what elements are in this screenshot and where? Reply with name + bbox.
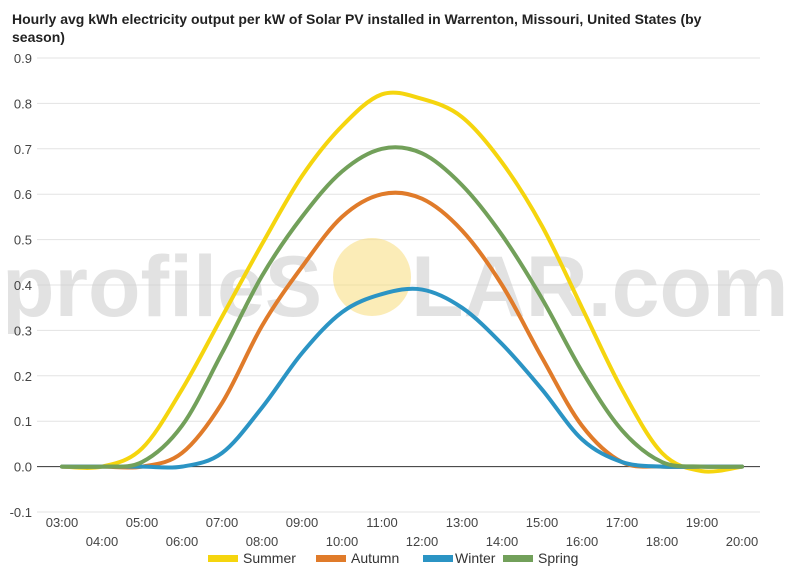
watermark-sun-icon <box>333 238 411 316</box>
legend-swatch-summer <box>208 555 238 562</box>
legend-swatch-winter <box>423 555 453 562</box>
watermark-text-right: LAR.com <box>411 239 788 335</box>
legend-swatch-autumn <box>316 555 346 562</box>
x-tick-label: 04:00 <box>86 534 119 549</box>
x-tick-label: 14:00 <box>486 534 519 549</box>
legend-swatch-spring <box>503 555 533 562</box>
x-tick-label: 19:00 <box>686 515 719 530</box>
x-tick-label: 12:00 <box>406 534 439 549</box>
x-tick-label: 17:00 <box>606 515 639 530</box>
x-tick-label: 15:00 <box>526 515 559 530</box>
x-tick-label: 06:00 <box>166 534 199 549</box>
legend-label-summer: Summer <box>243 550 296 566</box>
axis-layer: -0.1 0.0 0.1 0.2 0.3 0.4 0.5 0.6 0.7 0.8 0.9 03:00 0… <box>10 51 760 549</box>
x-tick-label: 10:00 <box>326 534 359 549</box>
y-tick-label: 0.9 <box>14 51 32 66</box>
x-tick-label: 11:00 <box>366 515 398 530</box>
y-tick-label: 0.3 <box>14 323 32 338</box>
y-tick-label: 0.1 <box>14 414 32 429</box>
x-tick-label: 07:00 <box>206 515 239 530</box>
y-tick-label: 0.5 <box>14 233 32 248</box>
chart-title: Hourly avg kWh electricity output per kW… <box>12 11 702 45</box>
y-tick-label: 0.2 <box>14 369 32 384</box>
x-tick-label: 08:00 <box>246 534 279 549</box>
legend-label-spring: Spring <box>538 550 578 566</box>
y-tick-label: 0.0 <box>14 460 32 475</box>
series-line-winter <box>60 286 744 470</box>
y-tick-label: -0.1 <box>10 505 32 520</box>
x-tick-label: 03:00 <box>46 515 79 530</box>
y-tick-label: 0.4 <box>14 278 32 293</box>
legend-label-autumn: Autumn <box>351 550 399 566</box>
x-tick-label: 16:00 <box>566 534 599 549</box>
x-tick-label: 05:00 <box>126 515 159 530</box>
y-tick-label: 0.6 <box>14 187 32 202</box>
x-tick-label: 13:00 <box>446 515 479 530</box>
y-tick-label: 0.7 <box>14 142 32 157</box>
series-line-summer <box>60 90 744 474</box>
watermark-text-left: profileS <box>2 239 322 335</box>
y-tick-label: 0.8 <box>14 96 32 111</box>
watermark: profileS LAR.com <box>2 238 788 335</box>
x-tick-label: 18:00 <box>646 534 679 549</box>
x-tick-label: 09:00 <box>286 515 319 530</box>
legend-label-winter: Winter <box>455 550 496 566</box>
x-tick-label: 20:00 <box>726 534 759 549</box>
series-layer <box>60 90 744 474</box>
series-line-spring <box>60 145 744 469</box>
legend: Summer Autumn Winter Spring <box>208 550 578 566</box>
